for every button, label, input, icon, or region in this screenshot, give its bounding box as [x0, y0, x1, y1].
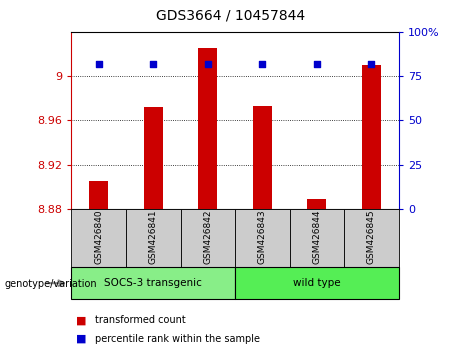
Point — [149, 61, 157, 67]
Point — [368, 61, 375, 67]
Text: percentile rank within the sample: percentile rank within the sample — [95, 334, 260, 344]
Bar — [198, 48, 218, 209]
Text: genotype/variation: genotype/variation — [5, 279, 97, 289]
Text: GDS3664 / 10457844: GDS3664 / 10457844 — [156, 9, 305, 23]
Bar — [235, 209, 290, 267]
Text: GSM426844: GSM426844 — [313, 210, 321, 264]
Point — [95, 61, 102, 67]
Text: GSM426840: GSM426840 — [94, 210, 103, 264]
Text: SOCS-3 transgenic: SOCS-3 transgenic — [104, 278, 202, 288]
Bar — [253, 106, 272, 209]
Text: transformed count: transformed count — [95, 315, 185, 325]
Text: GSM426841: GSM426841 — [149, 210, 158, 264]
Text: wild type: wild type — [293, 278, 341, 288]
Bar — [71, 267, 235, 299]
Point — [313, 61, 321, 67]
Bar — [362, 65, 381, 209]
Bar — [235, 267, 399, 299]
Bar — [144, 107, 163, 209]
Bar — [290, 209, 344, 267]
Bar — [307, 199, 326, 209]
Bar — [71, 209, 126, 267]
Text: ■: ■ — [76, 315, 87, 325]
Bar — [126, 209, 181, 267]
Text: GSM426842: GSM426842 — [203, 210, 213, 264]
Point — [204, 61, 212, 67]
Bar — [89, 181, 108, 209]
Bar — [344, 209, 399, 267]
Point — [259, 61, 266, 67]
Text: GSM426845: GSM426845 — [367, 210, 376, 264]
Text: GSM426843: GSM426843 — [258, 210, 267, 264]
Text: ■: ■ — [76, 334, 87, 344]
Bar — [181, 209, 235, 267]
